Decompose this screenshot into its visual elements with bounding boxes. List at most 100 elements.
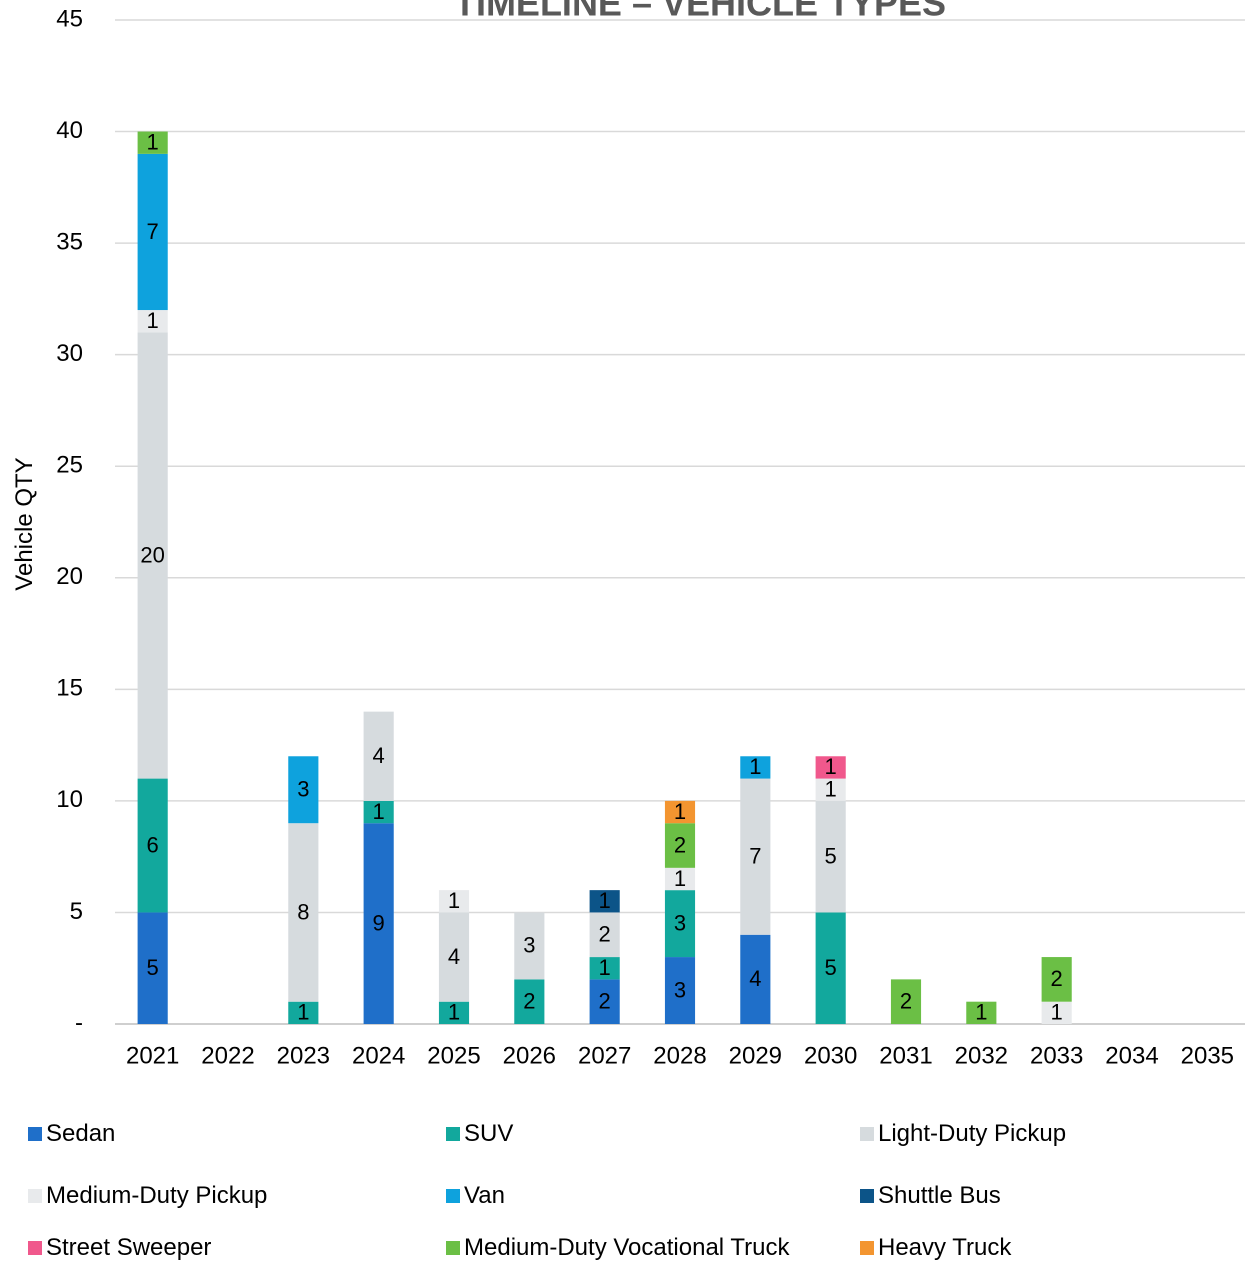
legend-swatch	[860, 1127, 874, 1141]
y-axis-ticks: - 5 10 15 20 25 30 35 40 45	[56, 5, 83, 1036]
data-label: 7	[147, 219, 159, 244]
bar-segment	[1041, 1001, 1072, 1024]
y-tick-label: 40	[56, 117, 83, 144]
legend-item: Heavy Truck	[860, 1234, 1011, 1262]
y-tick-label: 15	[56, 675, 83, 702]
data-label: 2	[674, 832, 686, 857]
data-label: 1	[448, 1000, 460, 1025]
bar-segment	[815, 756, 846, 779]
legend-label: Van	[464, 1182, 505, 1209]
bar-segment	[438, 890, 470, 913]
data-label: 5	[147, 955, 159, 980]
bar-segment	[137, 778, 168, 913]
data-label: 1	[674, 799, 686, 824]
y-tick-label: 5	[70, 898, 83, 925]
x-tick-label: 2029	[729, 1042, 782, 1069]
legend-label: Light-Duty Pickup	[878, 1120, 1067, 1147]
legend-item: Van	[446, 1182, 505, 1210]
y-tick-label: 20	[56, 563, 83, 590]
bar-segment	[589, 912, 620, 958]
data-label: 1	[147, 308, 159, 333]
x-tick-label: 2028	[653, 1042, 706, 1069]
bar-segment	[890, 979, 922, 1024]
x-tick-label: 2026	[503, 1042, 556, 1069]
bar-segment	[664, 823, 696, 868]
legend-item: SUV	[446, 1120, 513, 1148]
data-label: 1	[448, 888, 460, 913]
legend: Sedan SUV Light-Duty Pickup Medium-Duty Pic…	[0, 1110, 1249, 1272]
data-label: 1	[825, 777, 837, 802]
data-label: 3	[674, 977, 686, 1002]
data-label: 1	[1051, 1000, 1063, 1025]
data-label: 3	[523, 933, 535, 958]
y-tick-label: 10	[56, 786, 83, 813]
data-label: 1	[975, 1000, 987, 1025]
x-tick-label: 2030	[804, 1042, 857, 1069]
bar-segment	[815, 912, 846, 1024]
chart-title: TIMELINE – VEHICLE TYPES	[454, 0, 946, 24]
bar-segment	[288, 756, 319, 824]
data-label: 1	[599, 955, 611, 980]
bar-segment	[438, 1001, 470, 1024]
data-label: 4	[749, 966, 761, 991]
bar-segment	[740, 778, 771, 935]
data-label: 2	[599, 989, 611, 1014]
legend-label: Heavy Truck	[878, 1234, 1012, 1261]
x-tick-label: 2024	[352, 1042, 405, 1069]
legend-swatch	[860, 1241, 874, 1255]
bar-segment	[137, 310, 168, 333]
legend-swatch	[446, 1241, 460, 1255]
data-label: 4	[373, 743, 385, 768]
bar-segment	[288, 1001, 319, 1024]
x-tick-label: 2021	[126, 1042, 179, 1069]
data-label: 7	[749, 843, 761, 868]
y-axis-label: Vehicle QTY	[11, 457, 38, 590]
legend-label: Medium-Duty Vocational Truck	[464, 1234, 790, 1261]
x-axis-ticks: 2021 2022 2023 2024 2025 2026 2027 2028 2029 2030…	[126, 1042, 1234, 1069]
bar-segment	[589, 957, 620, 980]
data-label: 1	[674, 866, 686, 891]
legend-label: SUV	[464, 1120, 514, 1147]
bar-segment	[514, 979, 545, 1024]
legend-swatch	[28, 1241, 42, 1255]
legend-swatch	[28, 1127, 42, 1141]
bar-segment	[1041, 957, 1072, 1002]
data-label: 1	[825, 754, 837, 779]
legend-label: Street Sweeper	[46, 1234, 212, 1261]
data-label: 9	[373, 910, 385, 935]
x-tick-label: 2022	[201, 1042, 254, 1069]
data-label: 3	[297, 777, 309, 802]
data-label: 6	[147, 832, 159, 857]
bar-segment	[137, 153, 168, 311]
bar-segment	[288, 823, 319, 1002]
data-label: 3	[674, 910, 686, 935]
bar-segment	[815, 800, 846, 913]
data-label: 1	[147, 130, 159, 155]
legend-item: Street Sweeper	[28, 1234, 211, 1262]
x-tick-label: 2027	[578, 1042, 631, 1069]
y-tick-label: 30	[56, 340, 83, 367]
x-tick-label: 2033	[1030, 1042, 1083, 1069]
legend-label: Shuttle Bus	[878, 1182, 1001, 1209]
bar-segment	[363, 823, 394, 1024]
legend-item: Light-Duty Pickup	[860, 1120, 1066, 1148]
data-label: 2	[1051, 966, 1063, 991]
y-tick-label: 45	[56, 5, 83, 32]
bar-segment	[966, 1001, 997, 1024]
data-label: 1	[373, 799, 385, 824]
legend-item: Shuttle Bus	[860, 1182, 1001, 1210]
x-tick-label: 2032	[955, 1042, 1008, 1069]
legend-label: Medium-Duty Pickup	[46, 1182, 268, 1209]
legend-swatch	[28, 1189, 42, 1203]
x-tick-label: 2031	[879, 1042, 932, 1069]
data-label: 5	[825, 955, 837, 980]
data-label: 5	[825, 843, 837, 868]
bar-segment	[363, 800, 394, 824]
legend-label: Sedan	[46, 1120, 116, 1147]
legend-swatch	[446, 1127, 460, 1141]
data-label: 2	[523, 989, 535, 1014]
data-label: 4	[448, 944, 460, 969]
bar-segment	[664, 867, 696, 891]
